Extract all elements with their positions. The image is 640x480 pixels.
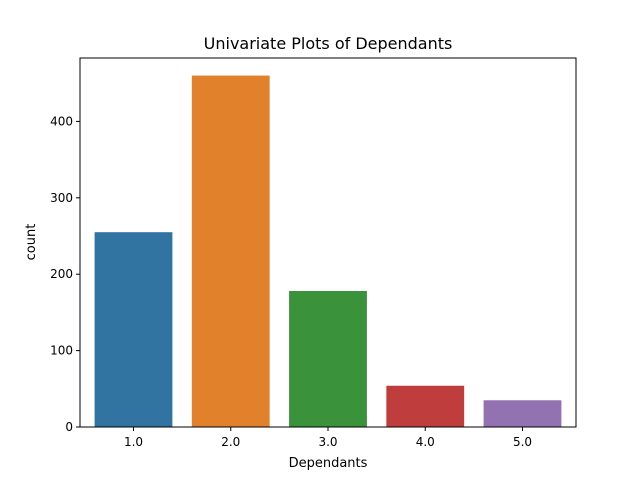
bars-group bbox=[94, 75, 562, 428]
y-axis-ticks: 0 100 200 300 400 bbox=[50, 114, 80, 434]
x-tick-label: 1.0 bbox=[124, 435, 143, 449]
bar-2.0 bbox=[191, 75, 270, 428]
y-axis-label: count bbox=[24, 224, 39, 261]
x-tick-label: 4.0 bbox=[416, 435, 435, 449]
y-tick-label: 100 bbox=[50, 344, 73, 358]
x-tick-label: 5.0 bbox=[513, 435, 532, 449]
bar-5.0 bbox=[483, 400, 562, 427]
x-axis-ticks: 1.0 2.0 3.0 4.0 5.0 bbox=[124, 427, 532, 449]
bar-1.0 bbox=[94, 232, 173, 427]
y-tick-label: 300 bbox=[50, 191, 73, 205]
x-tick-label: 2.0 bbox=[221, 435, 240, 449]
bar-3.0 bbox=[289, 291, 367, 427]
x-axis-label: Dependants bbox=[289, 456, 368, 471]
y-tick-label: 400 bbox=[50, 114, 73, 128]
y-tick-label: 200 bbox=[50, 267, 73, 281]
bar-4.0 bbox=[386, 385, 465, 427]
chart-title: Univariate Plots of Dependants bbox=[204, 34, 453, 53]
x-tick-label: 3.0 bbox=[318, 435, 337, 449]
y-tick-label: 0 bbox=[65, 420, 73, 434]
